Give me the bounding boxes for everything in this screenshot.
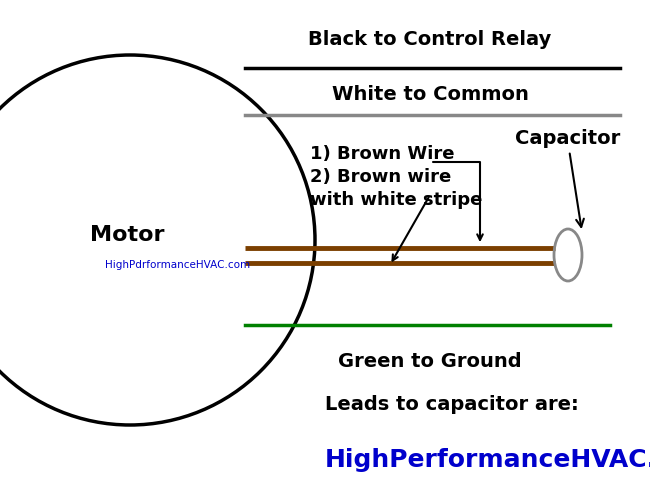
- Text: Motor: Motor: [90, 225, 164, 245]
- Text: with white stripe: with white stripe: [310, 191, 482, 209]
- Text: Leads to capacitor are:: Leads to capacitor are:: [325, 395, 578, 414]
- Text: HighPerformanceHVAC.com: HighPerformanceHVAC.com: [325, 448, 650, 472]
- Text: Capacitor: Capacitor: [515, 129, 620, 227]
- Text: 1) Brown Wire: 1) Brown Wire: [310, 145, 454, 163]
- Text: White to Common: White to Common: [332, 85, 528, 104]
- Text: Green to Ground: Green to Ground: [338, 352, 522, 371]
- Text: Black to Control Relay: Black to Control Relay: [308, 30, 552, 49]
- Text: 2) Brown wire: 2) Brown wire: [310, 168, 451, 186]
- Text: HighPdrformanceHVAC.com: HighPdrformanceHVAC.com: [105, 260, 250, 270]
